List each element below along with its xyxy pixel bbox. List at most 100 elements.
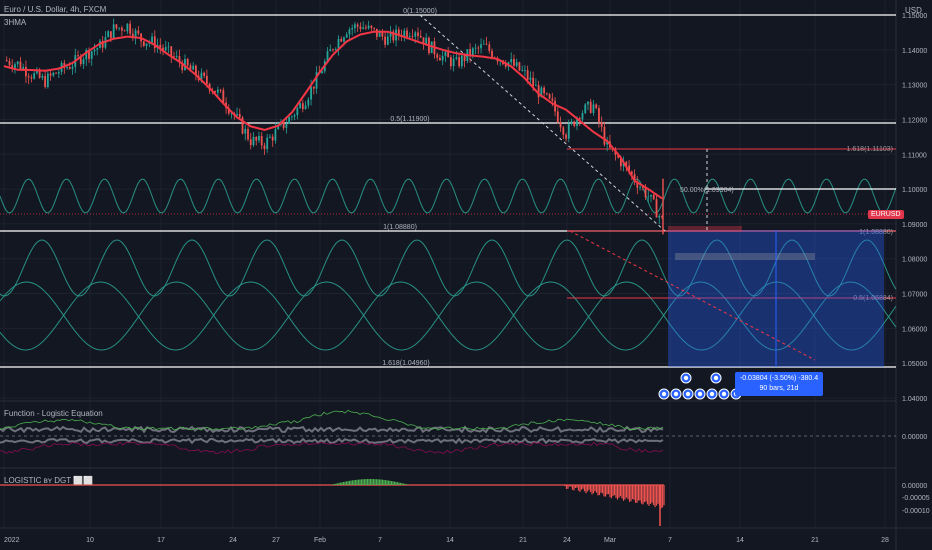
price-axis-tick: 1.06000 — [902, 326, 927, 333]
study-label-3hma[interactable]: 3HMA — [4, 18, 27, 27]
candle-body — [52, 72, 55, 76]
price-axis-tick: 1.07000 — [902, 292, 927, 299]
candle-body — [181, 62, 184, 70]
candle-body — [173, 56, 175, 58]
candle-body — [219, 89, 222, 91]
candle-body — [587, 101, 589, 105]
candle-body — [164, 47, 167, 51]
candle-body — [408, 36, 411, 37]
candle-body — [463, 55, 466, 61]
candle-body — [126, 23, 129, 32]
hma-line — [3, 30, 663, 200]
candle-body — [375, 28, 378, 37]
candle-body — [455, 57, 458, 59]
candle-body — [46, 73, 49, 88]
candle-body — [260, 136, 263, 146]
candle-body — [392, 31, 395, 41]
fib-level-label: 1.618(1.04960) — [382, 360, 429, 367]
candle-body — [356, 24, 359, 27]
candle-body — [485, 43, 488, 45]
candle-body — [55, 72, 57, 74]
candle-body — [334, 49, 337, 50]
candle-body — [510, 59, 513, 63]
candle-body — [411, 36, 414, 37]
candle-body — [134, 30, 137, 38]
candle-body — [340, 38, 343, 42]
candle-body — [655, 199, 658, 218]
time-axis-tick: 24 — [229, 537, 237, 544]
candle-body — [307, 99, 310, 106]
candle-body — [425, 37, 428, 45]
candle-body — [515, 62, 518, 66]
candle-body — [162, 47, 164, 51]
candle-body — [151, 36, 153, 43]
candle-body — [238, 114, 241, 118]
candle-body — [175, 56, 178, 57]
candle-body — [543, 87, 546, 94]
candle-body — [236, 114, 238, 116]
candle-body — [644, 187, 647, 198]
candle-body — [548, 94, 551, 99]
measure-change: -0.03804 (-3.50%) -380.4 — [739, 375, 819, 382]
event-marker-center — [697, 391, 703, 397]
candle-body — [115, 24, 118, 29]
candle-body — [16, 61, 19, 65]
candle-body — [22, 67, 25, 70]
candle-body — [354, 24, 356, 29]
candle-body — [255, 137, 258, 141]
candle-body — [606, 141, 609, 145]
candle-body — [600, 122, 603, 127]
candle-body — [578, 118, 581, 120]
candle-body — [647, 196, 650, 198]
candle-body — [365, 27, 367, 29]
candle-body — [249, 139, 252, 146]
candle-body — [271, 136, 274, 141]
candle-body — [348, 29, 351, 35]
candle-body — [293, 115, 296, 117]
candle-body — [474, 47, 477, 49]
candle-body — [477, 47, 480, 49]
candle-body — [444, 51, 447, 56]
candle-body — [545, 93, 548, 95]
candle-body — [277, 124, 280, 130]
candle-body — [570, 121, 573, 124]
fib-mid-label: 50.00%(1.09984) — [680, 187, 734, 194]
measure-tooltip: -0.03804 (-3.50%) -380.4 90 bars, 21d — [735, 372, 823, 396]
candle-body — [521, 70, 524, 71]
candle-body — [603, 126, 606, 145]
price-axis-tick: 1.10000 — [902, 187, 927, 194]
study-label-logistic[interactable]: LOGISTIC ʙʏ DGT ⬜⬜ — [4, 476, 94, 485]
time-axis-tick: Mar — [604, 537, 617, 544]
candle-body — [107, 31, 110, 38]
candle-body — [304, 105, 307, 110]
candle-body — [518, 62, 521, 71]
candle-body — [112, 24, 115, 39]
price-axis-tick: 1.12000 — [902, 117, 927, 124]
event-marker-center — [721, 391, 727, 397]
candle-body — [526, 70, 529, 80]
candle-body — [652, 194, 655, 200]
candle-body — [110, 31, 112, 39]
candle-body — [192, 65, 195, 70]
candle-body — [222, 90, 225, 103]
symbol-title[interactable]: Euro / U.S. Dollar, 4h, FXCM — [4, 5, 107, 14]
candle-body — [381, 32, 384, 37]
price-axis-tick: 1.08000 — [902, 257, 927, 264]
ind1-band-lower — [0, 437, 664, 445]
position-box-stop — [668, 226, 742, 232]
candle-body — [19, 61, 22, 70]
candle-body — [153, 36, 156, 49]
candle-body — [661, 215, 663, 217]
candle-body — [359, 26, 362, 29]
candle-body — [71, 66, 74, 69]
fib-red-label: 0.5(1.06884) — [853, 295, 893, 302]
candle-body — [513, 59, 515, 66]
candle-body — [529, 77, 532, 80]
candle-body — [414, 32, 417, 37]
time-axis-tick: 7 — [378, 537, 382, 544]
candle-body — [332, 49, 334, 51]
candle-body — [471, 48, 474, 56]
study-label-logistic-function[interactable]: Function - Logistic Equation — [4, 409, 103, 418]
